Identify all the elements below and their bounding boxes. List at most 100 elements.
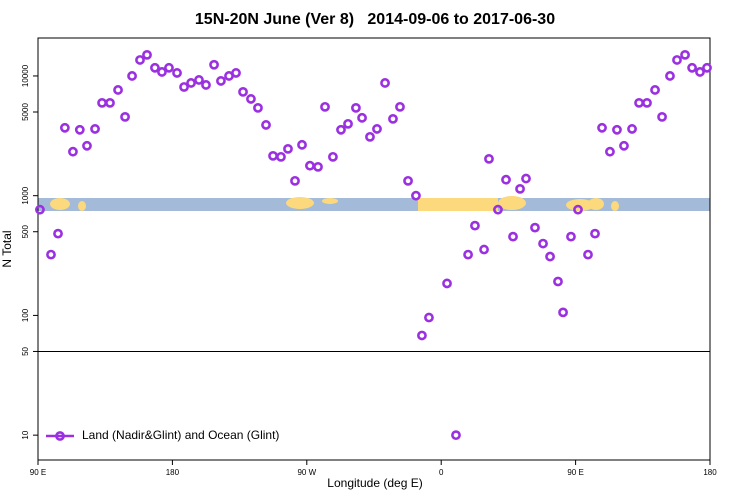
point	[35, 204, 45, 215]
point	[665, 71, 675, 81]
y-tick-label: 10	[21, 430, 30, 439]
point	[470, 220, 480, 231]
x-tick-label: 180	[166, 468, 180, 477]
point	[120, 112, 130, 122]
point	[590, 228, 600, 239]
y-tick-label: 10000	[21, 64, 30, 87]
point	[612, 124, 622, 135]
point	[97, 97, 107, 108]
point	[142, 49, 152, 60]
point	[179, 82, 189, 92]
point	[320, 101, 330, 112]
point	[313, 161, 323, 172]
legend-marker	[55, 431, 65, 441]
point	[246, 94, 256, 104]
point	[105, 97, 115, 108]
chart-title: 15N-20N June (Ver 8) 2014-09-06 to 2017-…	[195, 11, 555, 28]
point	[351, 103, 361, 113]
point	[634, 97, 644, 108]
point	[605, 146, 615, 157]
y-axis-label: N Total	[0, 230, 14, 267]
point	[695, 67, 705, 77]
point	[216, 76, 226, 86]
point	[365, 131, 375, 142]
x-tick-label: 0	[439, 468, 444, 477]
x-tick-label: 90 E	[567, 468, 583, 477]
point	[194, 75, 204, 85]
point	[566, 231, 576, 242]
point	[209, 59, 219, 70]
point	[530, 222, 540, 233]
point	[411, 190, 421, 201]
legend-label: Land (Nadir&Glint) and Ocean (Glint)	[82, 428, 279, 442]
point	[90, 124, 100, 134]
y-tick-label: 100	[21, 308, 30, 322]
point	[82, 140, 92, 151]
point	[305, 160, 315, 171]
x-tick-label: 90 W	[297, 468, 316, 477]
y-tick-label: 50	[21, 346, 30, 355]
point	[672, 55, 682, 65]
point	[451, 430, 461, 441]
point	[59, 122, 70, 133]
point	[650, 85, 660, 95]
point	[403, 175, 413, 186]
point	[417, 330, 427, 341]
point	[558, 307, 568, 318]
point	[380, 78, 390, 88]
point	[680, 49, 690, 60]
point	[283, 143, 293, 154]
point	[501, 174, 511, 185]
point	[395, 101, 405, 112]
point	[493, 204, 503, 215]
point	[297, 139, 307, 150]
point	[261, 120, 271, 130]
point	[68, 146, 78, 157]
point	[479, 244, 489, 255]
point	[127, 71, 137, 81]
point	[164, 62, 174, 73]
point	[442, 278, 452, 289]
point	[463, 249, 473, 260]
point	[583, 249, 593, 260]
point	[336, 124, 346, 135]
point	[642, 97, 652, 108]
point	[290, 175, 300, 186]
point	[573, 204, 583, 215]
ocean-strip	[38, 198, 710, 211]
point	[253, 103, 263, 113]
point	[619, 140, 629, 151]
point	[372, 124, 382, 134]
point	[357, 112, 367, 123]
point	[545, 251, 555, 262]
point	[702, 62, 712, 73]
point	[388, 113, 398, 124]
point	[53, 228, 63, 239]
y-tick-label: 500	[21, 225, 30, 239]
x-tick-label: 180	[703, 468, 717, 477]
point	[46, 249, 56, 260]
point	[687, 62, 697, 73]
land-ocean-strip	[38, 196, 710, 211]
x-tick-label: 90 E	[30, 468, 46, 477]
point	[268, 150, 278, 161]
point	[657, 112, 667, 122]
point	[238, 86, 248, 97]
point	[597, 122, 607, 133]
land-shapes	[50, 196, 619, 211]
point	[201, 80, 211, 90]
point	[553, 276, 563, 287]
point	[521, 173, 531, 184]
point	[231, 68, 241, 78]
point	[343, 118, 353, 129]
point	[150, 62, 160, 73]
point	[627, 124, 637, 134]
point	[135, 55, 145, 65]
point	[157, 67, 167, 77]
point	[328, 151, 338, 162]
point	[515, 183, 525, 194]
plot-frame	[37, 37, 711, 461]
point	[508, 231, 518, 242]
point	[172, 68, 182, 78]
x-axis-label: Longitude (deg E)	[327, 476, 422, 490]
